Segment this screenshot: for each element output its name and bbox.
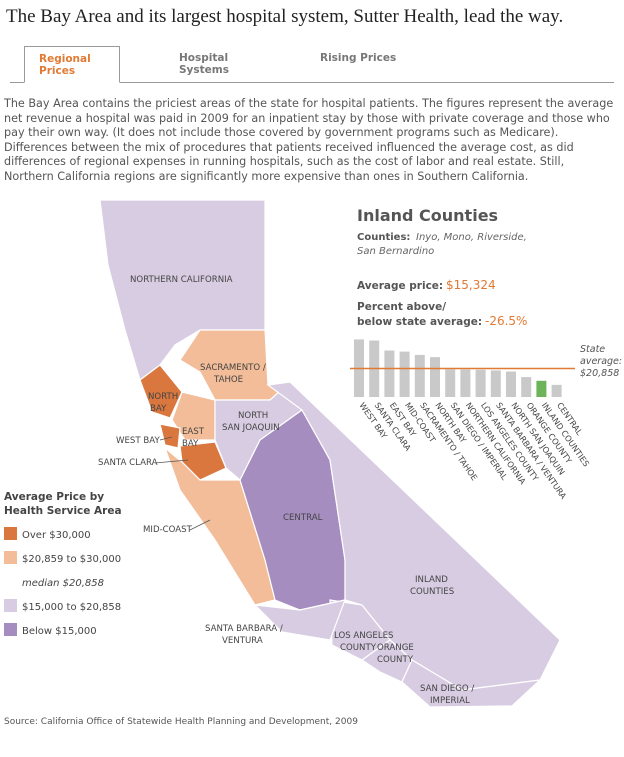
region-label: COUNTY	[377, 655, 414, 665]
region-label: COUNTIES	[410, 587, 454, 597]
region-label: NORTHERN CALIFORNIA	[130, 275, 233, 285]
region-label: WEST BAY	[116, 436, 160, 446]
map-region	[139, 364, 183, 419]
region-label: ORANGE	[377, 643, 414, 653]
region-label: CENTRAL	[283, 513, 323, 523]
map-region	[159, 423, 181, 449]
leader-line	[189, 519, 211, 531]
region-label: BAY	[150, 404, 167, 414]
intro-text: The Bay Area contains the priciest areas…	[4, 97, 614, 183]
region-label: COUNTY	[340, 643, 377, 653]
pct: -26.5%	[485, 314, 527, 328]
region-label: NORTH	[148, 392, 178, 402]
tab[interactable]: Hospital Systems	[179, 52, 229, 76]
legend-label: $20,859 to $30,000	[22, 554, 121, 565]
legend-swatch	[4, 623, 17, 636]
reference-label: State	[580, 344, 605, 355]
region-label: LOS ANGELES	[334, 631, 394, 641]
bar	[506, 371, 516, 397]
region-label: EAST	[182, 427, 205, 437]
counties: Inyo, Mono, Riverside,	[416, 232, 527, 243]
region-label: SANTA BARBARA /	[205, 624, 283, 634]
legend-swatch	[4, 527, 17, 540]
pct-label: Percent above/	[357, 301, 446, 313]
bar	[430, 357, 440, 397]
price-label: Average price:	[357, 280, 443, 292]
bar	[445, 369, 456, 397]
counties-label: Counties:	[357, 232, 410, 243]
map-region	[99, 199, 266, 381]
region-label: BAY	[182, 439, 199, 449]
region-label: IMPERIAL	[430, 696, 470, 706]
price: $15,324	[446, 278, 496, 292]
legend-title: Health Service Area	[4, 505, 122, 517]
counties: San Bernardino	[357, 246, 434, 257]
tab[interactable]: Rising Prices	[320, 52, 397, 64]
bar	[384, 350, 395, 397]
legend-label: Below $15,000	[22, 626, 97, 637]
legend-label: median $20,858	[22, 578, 104, 589]
map-region	[253, 599, 346, 641]
reference-label: $20,858	[580, 368, 619, 379]
region-label: SAN DIEGO /	[420, 684, 474, 694]
region-label: TAHOE	[213, 375, 243, 385]
bar	[414, 354, 425, 397]
legend-title: Average Price by	[4, 491, 104, 503]
headline: The Bay Area and its largest hospital sy…	[6, 6, 564, 27]
legend-swatch	[4, 599, 17, 612]
region-label: INLAND	[415, 575, 448, 585]
region-label: SACRAMENTO /	[200, 363, 266, 373]
legend-label: Over $30,000	[22, 530, 91, 541]
bar	[399, 351, 410, 397]
source: Source: California Office of Statewide H…	[4, 717, 358, 727]
tab[interactable]: Regional Prices	[24, 46, 120, 83]
map-region	[401, 659, 542, 708]
map-region	[179, 441, 227, 481]
bar	[475, 369, 486, 397]
bar	[490, 370, 501, 397]
pct-label: below state average:	[357, 316, 482, 328]
region-label: SAN JOAQUIN	[222, 423, 280, 433]
bar	[460, 369, 471, 397]
map-region	[171, 391, 216, 441]
leader-line	[159, 436, 173, 441]
legend-swatch	[4, 551, 17, 564]
region-label: MID-COAST	[143, 525, 193, 535]
tab-bar: Regional Prices Hospital Systems Rising Pr…	[10, 46, 614, 83]
leader-line	[154, 459, 189, 464]
detail-title: Inland Counties	[357, 206, 498, 225]
bar	[521, 377, 532, 397]
region-label: NORTH	[238, 411, 268, 421]
reference-label: average:	[580, 356, 622, 367]
bar	[536, 380, 547, 397]
region-label: SANTA CLARA	[98, 458, 158, 468]
legend-label: $15,000 to $20,858	[22, 602, 121, 613]
bar	[551, 384, 562, 397]
region-label: VENTURA	[222, 636, 263, 646]
